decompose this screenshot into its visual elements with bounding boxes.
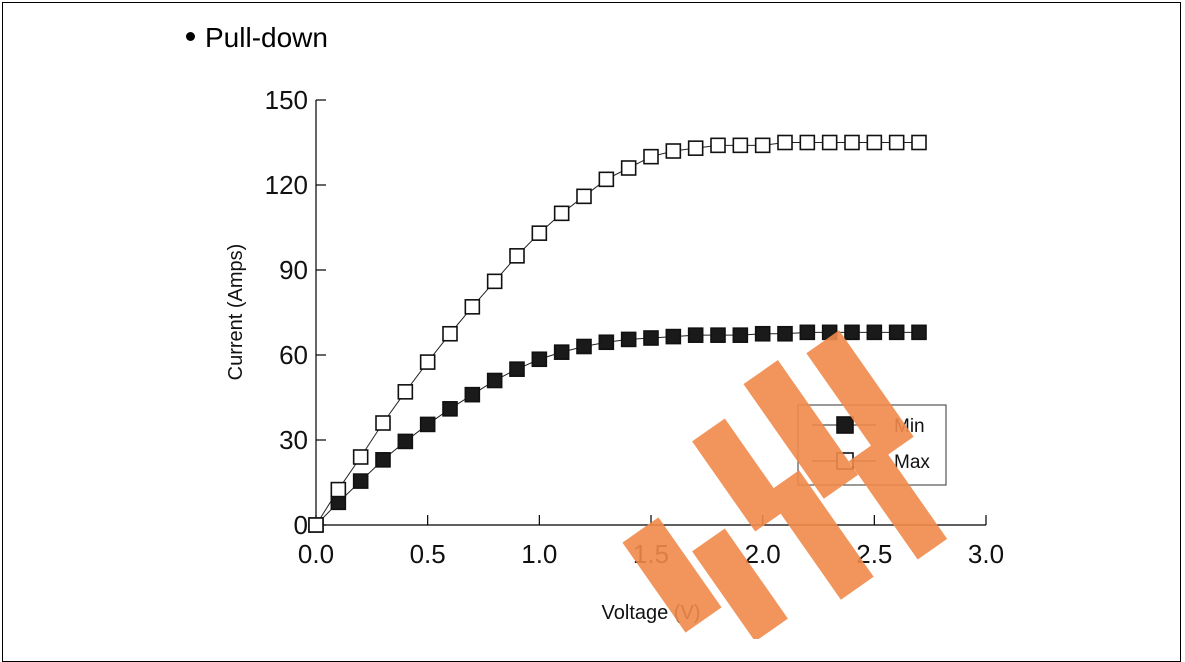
data-point-max [844, 134, 860, 151]
data-point-min [710, 327, 726, 343]
legend-label-min: Min [894, 416, 925, 437]
x-tick-label: 3.0 [968, 539, 1004, 569]
data-point-min [732, 327, 749, 343]
data-point-min [352, 473, 369, 489]
data-point-min [911, 324, 927, 341]
data-point-max [754, 137, 771, 154]
data-point-min [330, 494, 347, 511]
data-point-max [352, 449, 369, 465]
data-point-min [553, 344, 570, 360]
data-point-min [665, 328, 682, 345]
data-point-min [419, 416, 436, 433]
data-point-min [888, 324, 905, 341]
y-axis-label: Current (Amps) [225, 244, 247, 381]
data-point-max [911, 134, 927, 151]
data-point-max [777, 134, 793, 151]
data-point-min [821, 324, 838, 341]
legend-marker-max [836, 452, 854, 470]
data-point-max [375, 415, 391, 431]
data-point-min [866, 324, 883, 341]
x-tick-label: 2.0 [745, 539, 781, 569]
y-tick-label: 150 [265, 85, 308, 115]
section-heading: Pull-down [186, 22, 328, 54]
data-point-min [844, 324, 860, 341]
y-tick-label: 30 [279, 425, 308, 455]
data-point-max [308, 517, 324, 533]
data-point-max [643, 148, 659, 165]
data-point-max [866, 134, 883, 151]
data-point-min [754, 325, 771, 342]
legend: Min Max [797, 404, 947, 486]
legend-label-max: Max [894, 452, 930, 473]
data-point-min [799, 324, 816, 341]
data-point-max [531, 225, 548, 241]
data-point-min [777, 325, 793, 342]
x-tick-label: 1.0 [521, 539, 557, 569]
data-point-max [464, 299, 481, 315]
data-point-min [531, 351, 548, 368]
data-point-max [620, 160, 637, 176]
x-tick-label: 0.0 [298, 539, 334, 569]
bullet-icon [186, 32, 195, 42]
series-markers [308, 134, 927, 533]
x-axis-label: Voltage (V) [602, 602, 701, 624]
x-tick-label: 2.5 [856, 539, 892, 569]
current-voltage-chart: 0 30 60 90 120 150 0.0 0.5 1.0 1.5 2.0 2.5 3.0 Min Ma… [225, 85, 1004, 624]
data-point-min [509, 361, 525, 377]
y-tick-label: 0 [294, 510, 308, 540]
data-point-min [687, 327, 704, 343]
y-tick-label: 120 [265, 170, 308, 200]
data-point-max [710, 137, 726, 154]
data-point-max [576, 188, 592, 205]
data-point-max [419, 354, 436, 370]
data-point-max [397, 384, 414, 400]
section-heading-text: Pull-down [205, 22, 328, 53]
data-point-max [553, 205, 570, 222]
data-point-min [375, 452, 391, 468]
data-point-max [687, 140, 704, 156]
data-point-max [799, 134, 816, 151]
data-point-min [643, 330, 659, 346]
legend-marker-min [836, 416, 854, 434]
data-point-max [486, 273, 503, 290]
data-point-min [464, 386, 481, 403]
data-point-min [397, 433, 414, 450]
x-tick-label: 1.5 [633, 539, 669, 569]
data-point-min [620, 331, 637, 348]
data-point-max [732, 137, 749, 154]
data-point-max [821, 134, 838, 151]
x-tick-label: 0.5 [410, 539, 446, 569]
data-point-min [598, 334, 615, 351]
data-point-min [442, 401, 458, 417]
data-point-max [509, 248, 525, 264]
data-point-max [888, 134, 905, 151]
data-point-max [330, 481, 347, 498]
data-point-min [576, 338, 592, 355]
y-tick-label: 90 [279, 255, 308, 285]
data-point-max [442, 325, 458, 342]
data-point-max [665, 143, 682, 159]
series-line-max [315, 142, 919, 526]
data-point-min [486, 372, 503, 389]
data-point-max [598, 171, 615, 188]
y-tick-label: 60 [279, 340, 308, 370]
